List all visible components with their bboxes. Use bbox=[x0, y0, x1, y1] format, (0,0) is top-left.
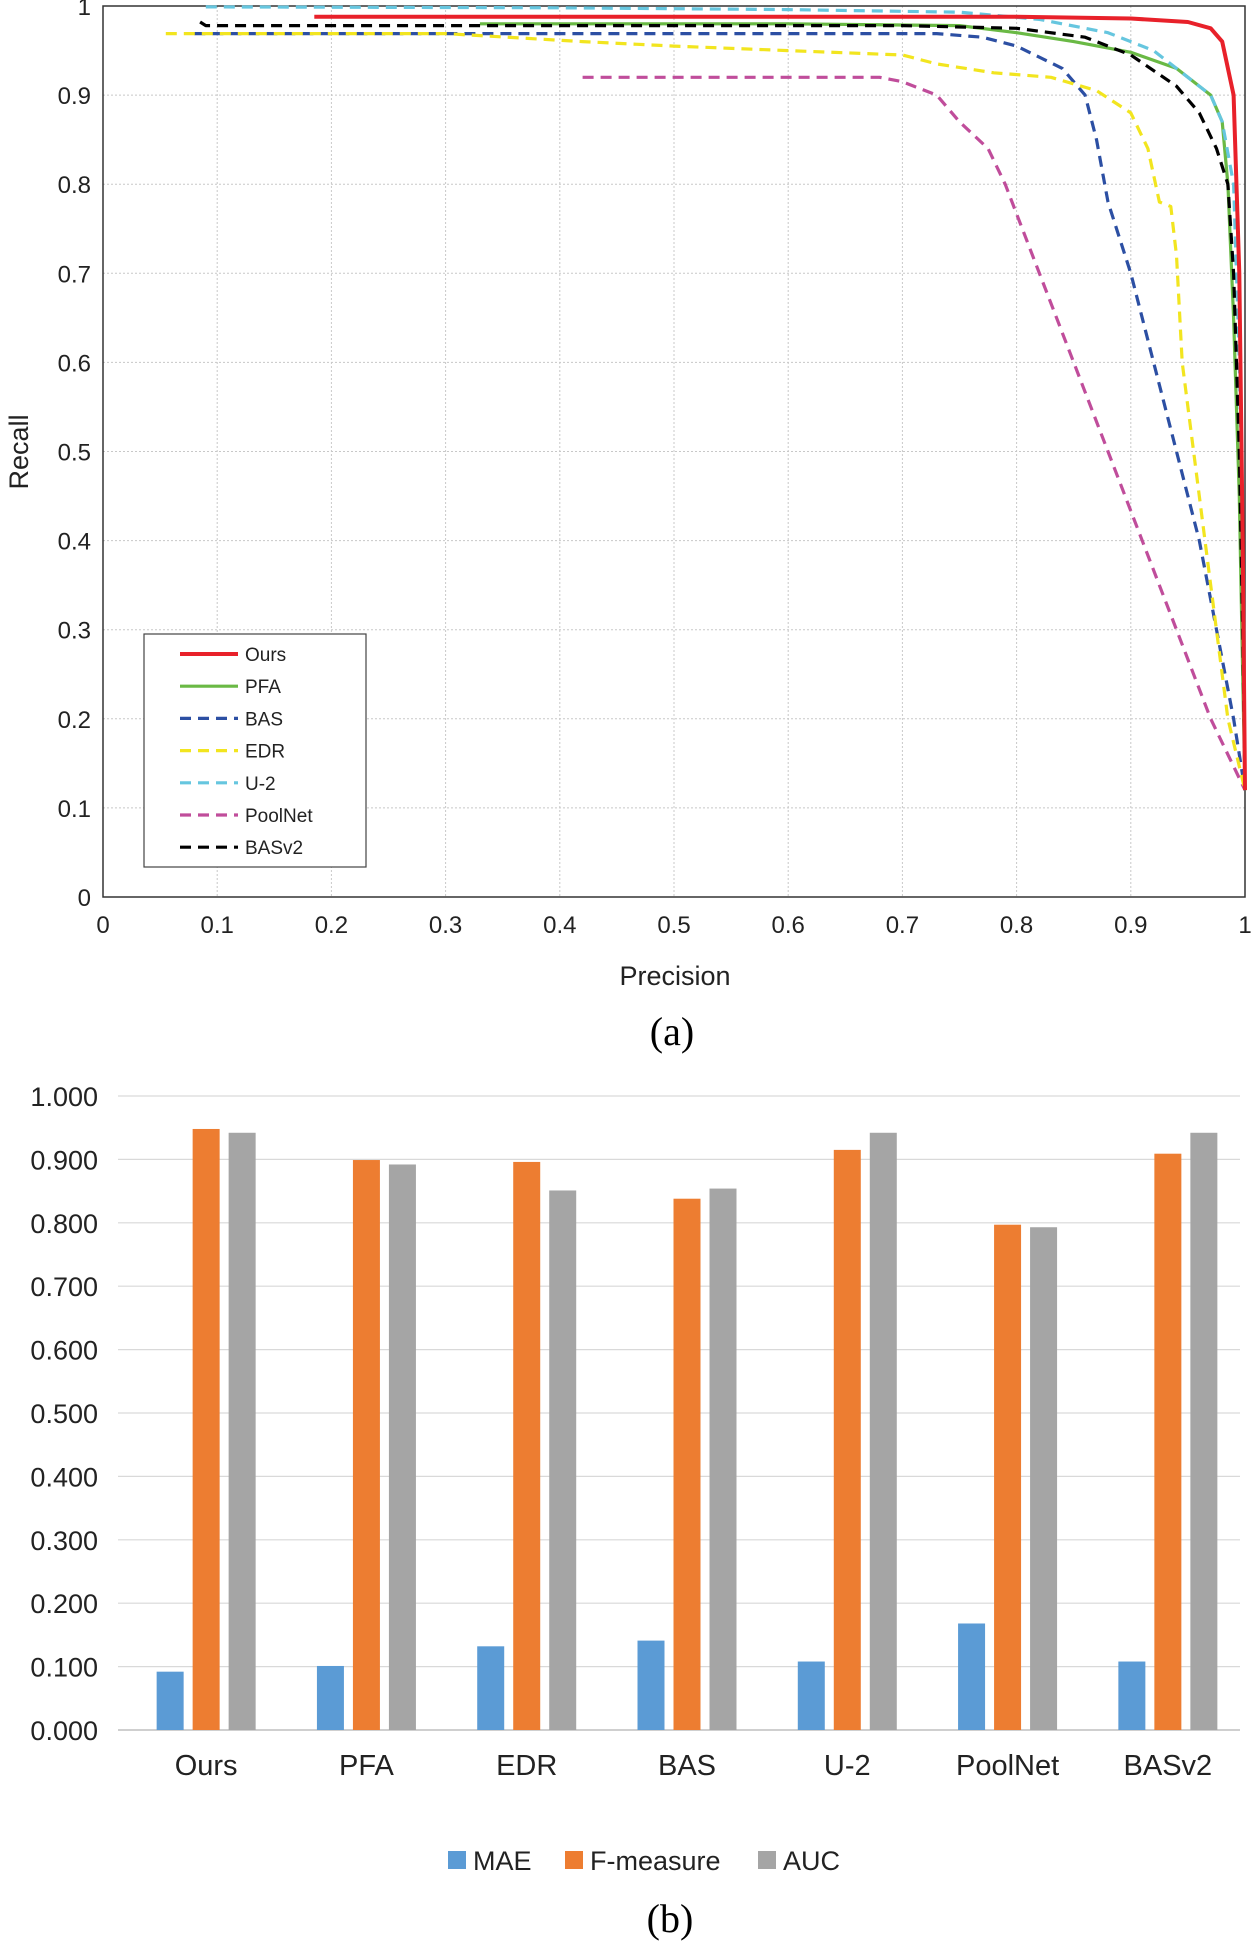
pr-y-tick-label: 0.5 bbox=[58, 440, 91, 467]
pr-x-tick-labels: 0 0.1 0.2 0.3 0.4 0.5 0.6 0.7 0.8 0.9 1 bbox=[96, 912, 1251, 939]
pr-y-tick-label: 0.6 bbox=[58, 350, 91, 377]
pr-y-axis-label: Recall bbox=[4, 414, 34, 489]
pr-curve-bas bbox=[194, 32, 1247, 791]
pr-grid bbox=[102, 5, 1246, 898]
pr-y-tick-label: 0.2 bbox=[58, 707, 91, 734]
bar-y-tick-label: 0.500 bbox=[30, 1399, 98, 1429]
bar-y-tick-label: 0.300 bbox=[30, 1526, 98, 1556]
pr-x-tick-label: 0.6 bbox=[772, 912, 805, 939]
bar-legend: MAE F-measure AUC bbox=[448, 1846, 840, 1876]
pr-curves bbox=[165, 5, 1247, 791]
pr-x-tick-label: 0.1 bbox=[201, 912, 234, 939]
bar-u-2-mae bbox=[797, 1661, 825, 1730]
bar-legend-label-f-measure: F-measure bbox=[590, 1846, 721, 1876]
bar-poolnet-f-measure bbox=[994, 1224, 1022, 1730]
pr-x-tick-label: 0.8 bbox=[1000, 912, 1033, 939]
bar-category-labels: Ours PFA EDR BAS U-2 PoolNet BASv2 bbox=[175, 1750, 1212, 1782]
pr-y-tick-label: 1 bbox=[78, 0, 91, 21]
pr-x-tick-label: 0.9 bbox=[1114, 912, 1147, 939]
pr-y-tick-label: 0.8 bbox=[58, 172, 91, 199]
bar-poolnet-mae bbox=[958, 1623, 986, 1730]
bar-bas-auc bbox=[709, 1188, 737, 1730]
bar-category-label: U-2 bbox=[824, 1750, 871, 1782]
bar-basv2-f-measure bbox=[1154, 1153, 1182, 1730]
pr-curve-ours bbox=[314, 14, 1247, 791]
pr-curve-edr bbox=[165, 32, 1247, 791]
bar-y-tick-label: 0.800 bbox=[30, 1209, 98, 1239]
bar-basv2-mae bbox=[1118, 1661, 1146, 1730]
bar-edr-auc bbox=[549, 1190, 577, 1730]
bar-u-2-f-measure bbox=[833, 1149, 861, 1730]
bar-category-label: EDR bbox=[496, 1750, 557, 1782]
bar-bas-f-measure bbox=[673, 1198, 701, 1730]
bar-y-tick-label: 0.700 bbox=[30, 1272, 98, 1302]
bar-pfa-auc bbox=[388, 1164, 416, 1730]
bar-legend-swatch-auc bbox=[758, 1851, 776, 1869]
pr-legend-label-u-2: U-2 bbox=[245, 774, 276, 795]
pr-y-tick-label: 0.1 bbox=[58, 796, 91, 823]
bar-y-tick-label: 0.100 bbox=[30, 1653, 98, 1683]
bar-edr-f-measure bbox=[513, 1161, 541, 1730]
bar-pfa-mae bbox=[316, 1665, 344, 1730]
pr-curve-poolnet bbox=[582, 75, 1247, 791]
bar-edr-mae bbox=[477, 1646, 505, 1730]
precision-recall-chart: 0 0.1 0.2 0.3 0.4 0.5 0.6 0.7 0.8 0.9 1 0 0.1 0.2 0.3… bbox=[4, 0, 1252, 1054]
bar-category-label: PFA bbox=[339, 1750, 394, 1782]
bar-poolnet-auc bbox=[1030, 1227, 1058, 1730]
bar-y-tick-label: 1.000 bbox=[30, 1082, 98, 1112]
pr-x-tick-label: 0.4 bbox=[543, 912, 576, 939]
pr-x-tick-label: 1 bbox=[1238, 912, 1251, 939]
pr-curve-pfa bbox=[479, 22, 1247, 791]
bar-ours-f-measure bbox=[192, 1128, 220, 1730]
metrics-bar-chart: 0.000 0.100 0.200 0.300 0.400 0.500 0.600 0.700… bbox=[30, 1082, 1240, 1941]
bar-y-tick-labels: 0.000 0.100 0.200 0.300 0.400 0.500 0.600 0.700… bbox=[30, 1082, 98, 1746]
pr-legend-label-edr: EDR bbox=[245, 742, 285, 763]
bar-ours-auc bbox=[228, 1132, 256, 1730]
pr-legend-label-pfa: PFA bbox=[245, 677, 281, 698]
pr-legend: Ours PFA BAS EDR U-2 PoolNet BASv2 bbox=[143, 633, 367, 868]
caption-a: (a) bbox=[650, 1009, 694, 1054]
bar-legend-label-mae: MAE bbox=[473, 1846, 532, 1876]
bar-legend-swatch-f-measure bbox=[565, 1851, 583, 1869]
pr-legend-label-bas: BAS bbox=[245, 709, 283, 730]
pr-y-tick-label: 0 bbox=[78, 885, 91, 912]
bar-y-tick-label: 0.200 bbox=[30, 1589, 98, 1619]
pr-curve-basv2 bbox=[199, 20, 1247, 791]
bar-y-tick-label: 0.600 bbox=[30, 1336, 98, 1366]
pr-y-tick-label: 0.9 bbox=[58, 83, 91, 110]
pr-x-axis-label: Precision bbox=[619, 961, 730, 991]
bar-bas-mae bbox=[637, 1640, 665, 1730]
pr-x-tick-label: 0 bbox=[96, 912, 109, 939]
pr-x-tick-label: 0.3 bbox=[429, 912, 462, 939]
pr-x-tick-label: 0.2 bbox=[315, 912, 348, 939]
caption-b: (b) bbox=[647, 1896, 694, 1941]
pr-y-tick-labels: 0 0.1 0.2 0.3 0.4 0.5 0.6 0.7 0.8 0.9 1 bbox=[58, 0, 91, 912]
pr-y-tick-label: 0.4 bbox=[58, 529, 91, 556]
bar-pfa-f-measure bbox=[352, 1160, 380, 1730]
bar-category-label: PoolNet bbox=[956, 1750, 1059, 1782]
bar-legend-label-auc: AUC bbox=[783, 1846, 840, 1876]
bar-ours-mae bbox=[156, 1671, 184, 1730]
pr-x-tick-label: 0.5 bbox=[657, 912, 690, 939]
pr-plot-frame bbox=[102, 5, 1246, 898]
bar-u-2-auc bbox=[869, 1132, 897, 1730]
pr-y-tick-label: 0.7 bbox=[58, 261, 91, 288]
bar-legend-swatch-mae bbox=[448, 1851, 466, 1869]
pr-y-tick-label: 0.3 bbox=[58, 618, 91, 645]
pr-legend-label-basv2: BASv2 bbox=[245, 838, 303, 859]
bar-category-label: BASv2 bbox=[1124, 1750, 1213, 1782]
pr-legend-label-poolnet: PoolNet bbox=[245, 806, 313, 827]
bar-category-label: BAS bbox=[658, 1750, 716, 1782]
bar-category-label: Ours bbox=[175, 1750, 238, 1782]
bar-y-tick-label: 0.000 bbox=[30, 1716, 98, 1746]
bar-y-tick-label: 0.400 bbox=[30, 1462, 98, 1492]
bar-y-tick-label: 0.900 bbox=[30, 1145, 98, 1175]
pr-x-tick-label: 0.7 bbox=[886, 912, 919, 939]
bar-basv2-auc bbox=[1190, 1132, 1218, 1730]
pr-legend-label-ours: Ours bbox=[245, 645, 286, 666]
bar-marks bbox=[156, 1128, 1218, 1730]
